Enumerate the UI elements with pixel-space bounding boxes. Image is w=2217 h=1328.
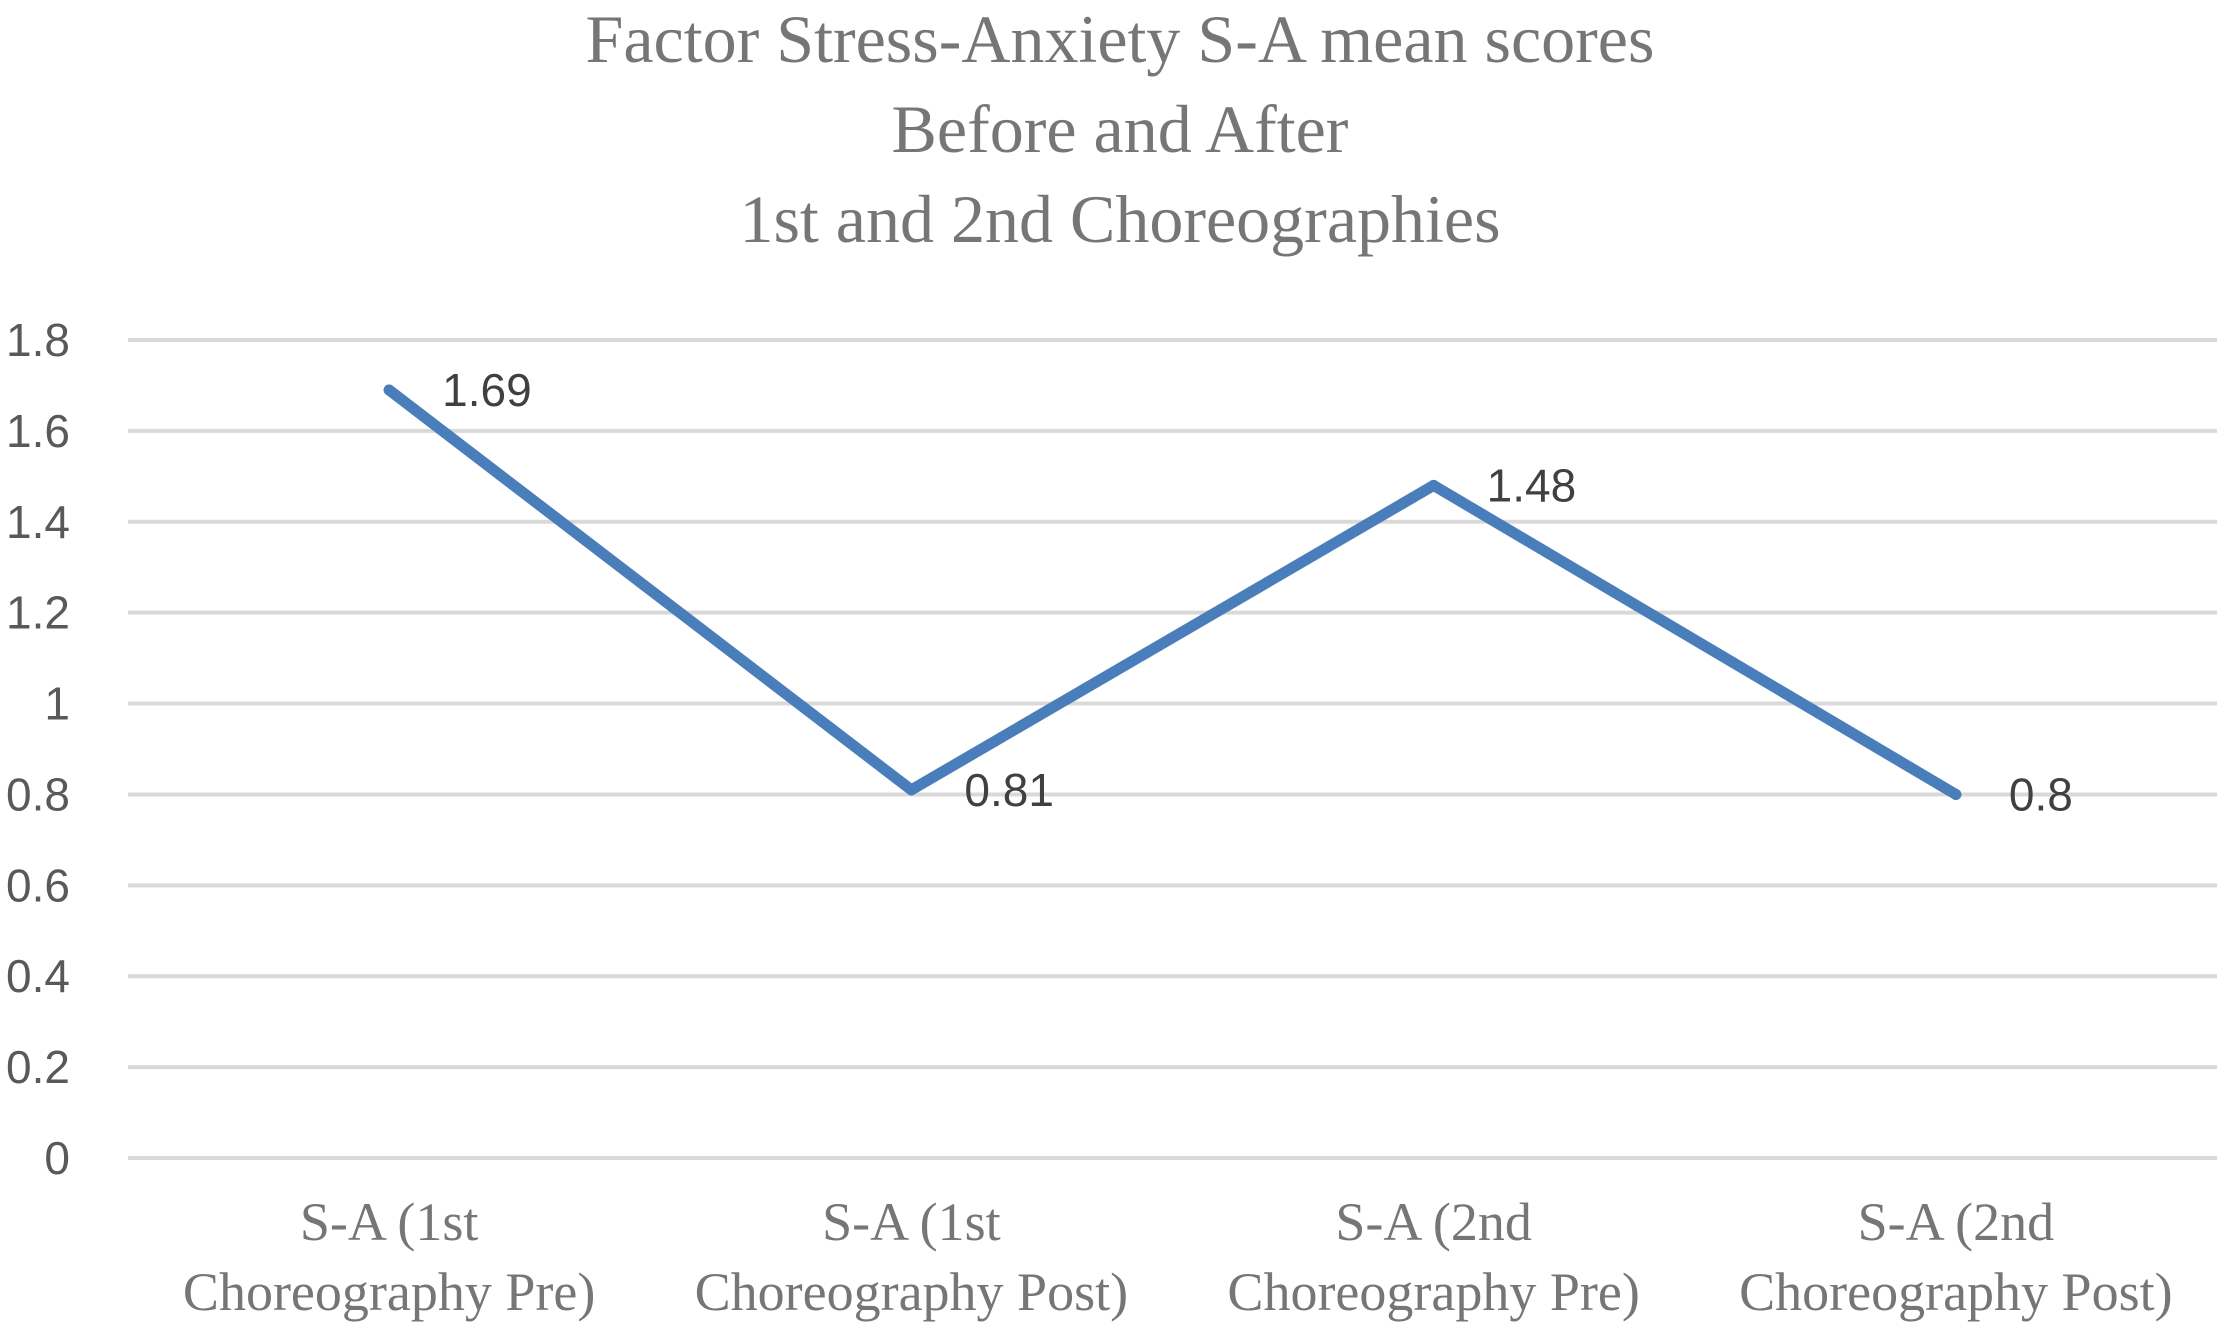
data-point bbox=[383, 384, 395, 396]
data-labels: 1.69 0.81 1.48 0.8 bbox=[442, 364, 2073, 820]
y-tick-label: 1.4 bbox=[6, 496, 70, 548]
gridlines bbox=[128, 338, 2217, 1160]
y-tick-label: 1.2 bbox=[6, 587, 70, 639]
x-category-label: Choreography Post) bbox=[695, 1262, 1128, 1322]
chart-title-line-1: Factor Stress-Anxiety S-A mean scores bbox=[586, 1, 1655, 77]
x-category-label: S-A (2nd bbox=[1858, 1192, 2055, 1252]
y-tick-label: 1.8 bbox=[6, 314, 70, 366]
data-label: 0.8 bbox=[2009, 768, 2073, 820]
x-category-label: Choreography Pre) bbox=[183, 1262, 595, 1322]
y-tick-label: 0 bbox=[44, 1132, 70, 1184]
data-point bbox=[905, 784, 917, 796]
data-point bbox=[1950, 788, 1962, 800]
data-label: 1.69 bbox=[442, 364, 532, 416]
data-point bbox=[1428, 479, 1440, 491]
x-category-label: Choreography Post) bbox=[1739, 1262, 2172, 1322]
chart-title-line-2: Before and After bbox=[892, 91, 1349, 167]
series-line-group bbox=[383, 384, 1962, 800]
x-category-label: S-A (1st bbox=[300, 1192, 479, 1252]
x-axis-category-labels: S-A (1st Choreography Pre) S-A (1st Choreog… bbox=[183, 1192, 2173, 1322]
chart-title-line-3: 1st and 2nd Choreographies bbox=[739, 181, 1500, 257]
y-tick-label: 1.6 bbox=[6, 405, 70, 457]
x-category-label: S-A (1st bbox=[822, 1192, 1001, 1252]
y-tick-label: 0.4 bbox=[6, 950, 70, 1002]
data-label: 1.48 bbox=[1487, 459, 1577, 511]
chart-title: Factor Stress-Anxiety S-A mean scores Be… bbox=[586, 1, 1655, 257]
x-category-label: S-A (2nd bbox=[1335, 1192, 1532, 1252]
y-tick-label: 1 bbox=[44, 678, 70, 730]
data-label: 0.81 bbox=[964, 764, 1054, 816]
x-category-label: Choreography Pre) bbox=[1227, 1262, 1639, 1322]
series-line bbox=[383, 384, 1962, 800]
y-axis-tick-labels: 0 0.2 0.4 0.6 0.8 1 1.2 1.4 1.6 1.8 bbox=[6, 314, 70, 1184]
y-tick-label: 0.8 bbox=[6, 768, 70, 820]
y-tick-label: 0.6 bbox=[6, 859, 70, 911]
y-tick-label: 0.2 bbox=[6, 1041, 70, 1093]
